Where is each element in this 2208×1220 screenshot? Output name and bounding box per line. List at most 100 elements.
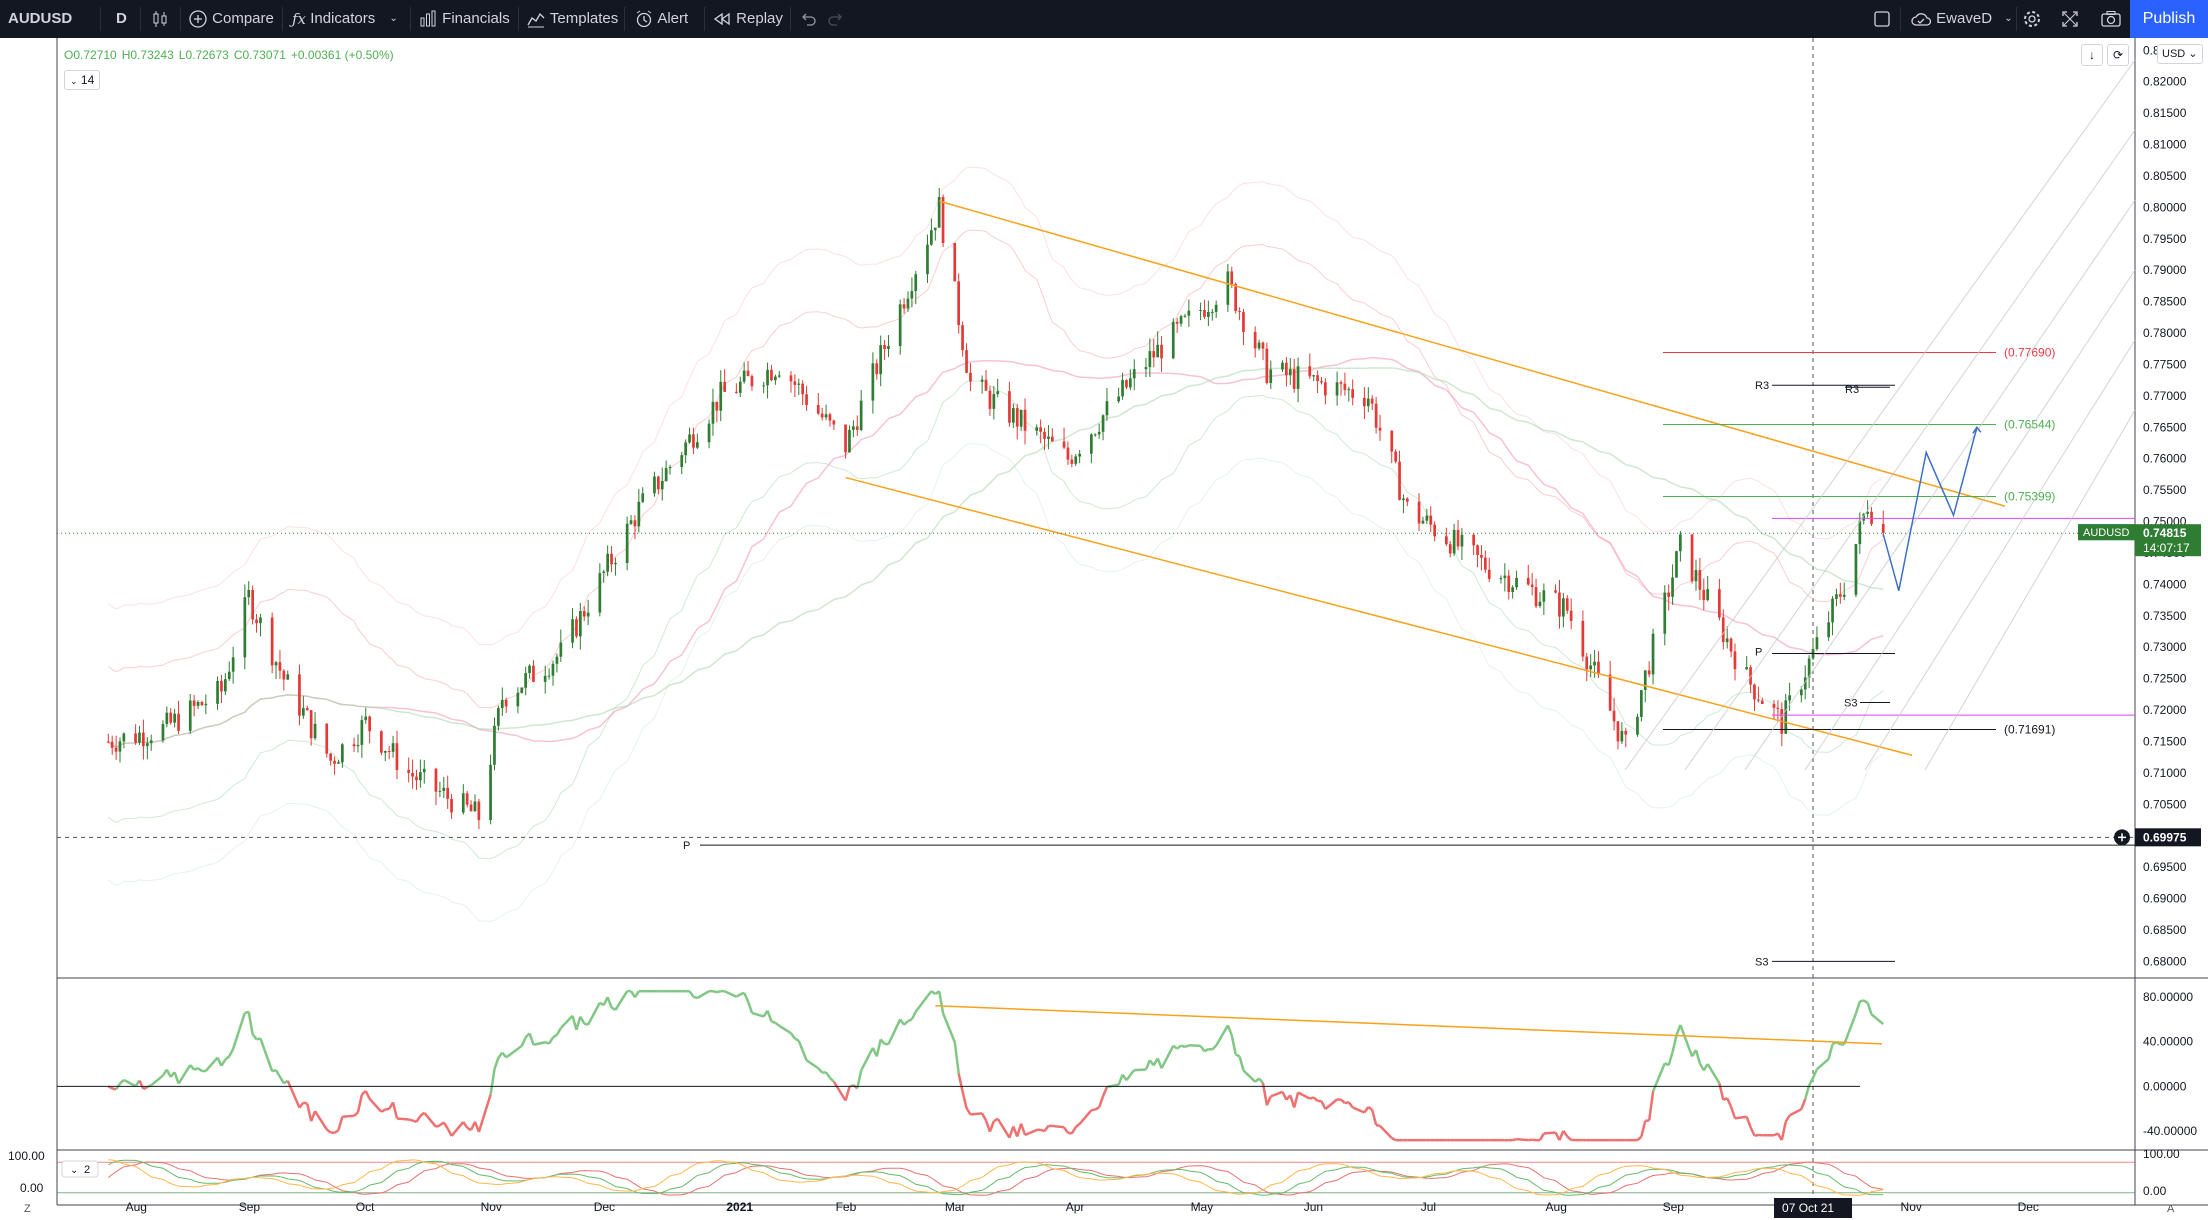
candle-body — [910, 291, 914, 299]
candle-body — [1511, 587, 1514, 592]
oscillator-segment — [693, 995, 698, 1000]
oscillator-segment — [1309, 1096, 1315, 1100]
compare-button[interactable]: Compare — [188, 0, 274, 38]
candle-body — [309, 710, 313, 739]
oscillator-segment — [1008, 1126, 1015, 1139]
legend-high: H0.73243 — [121, 48, 174, 62]
layout-name-button[interactable]: EwaveD ⌄ — [1910, 0, 2013, 38]
reset-chart-button[interactable]: ⟳ — [2107, 44, 2129, 66]
candle-body — [1718, 589, 1721, 618]
alert-button[interactable]: Alert — [634, 0, 688, 38]
crosshair-price-badge — [2135, 828, 2201, 847]
layout-button[interactable] — [1872, 0, 1892, 38]
templates-button[interactable]: Templates — [526, 0, 618, 38]
candle-body — [1788, 695, 1791, 701]
oscillator-segment — [751, 1011, 765, 1018]
legend-open: O0.72710 — [64, 48, 117, 62]
currency-select[interactable]: USD ⌄ — [2157, 44, 2203, 64]
oscillator-segment — [937, 990, 945, 1014]
oscillator-segment — [716, 989, 722, 994]
candle-body — [551, 663, 555, 676]
indicator-legend[interactable]: ⌄ 14 — [64, 70, 101, 90]
candle-body — [1881, 524, 1885, 533]
candle-body — [1374, 403, 1378, 428]
oscillator-segment — [996, 1118, 1011, 1139]
candle-body — [1480, 555, 1483, 558]
undo-button[interactable] — [798, 0, 818, 38]
oscillator-segment — [1016, 1123, 1023, 1137]
toolbar-divider — [624, 7, 625, 31]
oscillator-segment — [1230, 1035, 1237, 1055]
candle-body — [1870, 511, 1873, 524]
candle-body — [684, 442, 687, 456]
candle-body — [1132, 369, 1136, 379]
oscillator-segment — [533, 1040, 546, 1046]
chevron-down-icon: ⌄ — [2004, 13, 2013, 25]
fullscreen-button[interactable] — [2060, 0, 2080, 38]
candle-body — [1230, 271, 1234, 285]
indicators-button[interactable]: ƒx Indicators ⌄ — [292, 0, 398, 38]
candle-body — [161, 724, 165, 741]
candle-body — [1335, 382, 1339, 396]
candle-body — [325, 723, 329, 754]
candle-body — [227, 671, 231, 680]
candle-body — [969, 372, 972, 382]
candle-body — [1148, 351, 1152, 368]
oscillator-segment — [930, 990, 937, 996]
candle-body — [1445, 536, 1448, 545]
oscillator-segment — [1160, 1045, 1175, 1069]
candle-body — [937, 197, 941, 228]
candle-body — [528, 665, 531, 674]
chevron-down-icon: ⌄ — [70, 76, 78, 86]
oscillator-segment — [501, 1051, 508, 1059]
symbol-search[interactable]: AUDUSD — [8, 10, 73, 27]
oscillator-segment — [364, 1090, 371, 1100]
chart-area[interactable]: (0.77690) (0.76544) (0.75399) (0.71691) P R3 R… — [0, 38, 2208, 1220]
price-series — [106, 187, 1885, 830]
redo-button[interactable] — [826, 0, 846, 38]
settings-button[interactable] — [2022, 0, 2042, 38]
chart-style-button[interactable] — [150, 0, 170, 38]
candle-body — [602, 571, 606, 573]
candle-body — [660, 481, 664, 490]
pivot-label: P — [683, 840, 690, 852]
snapshot-button[interactable] — [2100, 0, 2122, 38]
candle-body — [906, 298, 910, 309]
oscillator-segment — [1238, 1056, 1245, 1071]
auto-scale-icon: A — [2167, 1203, 2175, 1215]
candle-body — [824, 414, 828, 418]
candle-body — [1690, 534, 1694, 582]
compare-label: Compare — [212, 10, 274, 27]
candle-body — [1312, 375, 1315, 377]
scroll-to-latest-button[interactable]: ↓ — [2081, 44, 2103, 66]
financials-button[interactable]: Financials — [418, 0, 510, 38]
replay-button[interactable]: Replay — [712, 0, 783, 38]
oscillator-segment — [606, 996, 613, 1008]
candle-body — [1366, 398, 1370, 407]
candle-body — [1866, 511, 1869, 514]
price-tick-label: 0.81500 — [2143, 106, 2187, 120]
interval-button[interactable]: D — [116, 10, 127, 27]
oscillator-segment — [957, 1073, 964, 1092]
outer-lower-band-line — [107, 443, 1884, 922]
oscillator-segment — [1101, 1086, 1109, 1097]
candle-body — [204, 703, 208, 706]
candle-body — [1117, 396, 1120, 402]
candle-body — [532, 665, 535, 682]
publish-button[interactable]: Publish — [2130, 0, 2208, 38]
oscillator-segment — [583, 1022, 589, 1026]
candle-body — [1542, 590, 1546, 602]
candle-body — [1199, 310, 1202, 311]
candle-body — [224, 679, 227, 692]
candle-body — [1175, 321, 1179, 324]
candle-body — [469, 804, 473, 812]
oscillator-segment — [825, 1071, 832, 1079]
oscillator-segment — [1679, 1024, 1694, 1057]
candle-body — [1562, 598, 1565, 617]
outer-upper-band-line — [107, 166, 1884, 646]
candle-body — [165, 712, 169, 725]
candle-body — [992, 394, 996, 409]
candle-body — [575, 619, 578, 637]
candle-body — [1156, 344, 1159, 358]
candle-body — [1093, 434, 1097, 436]
